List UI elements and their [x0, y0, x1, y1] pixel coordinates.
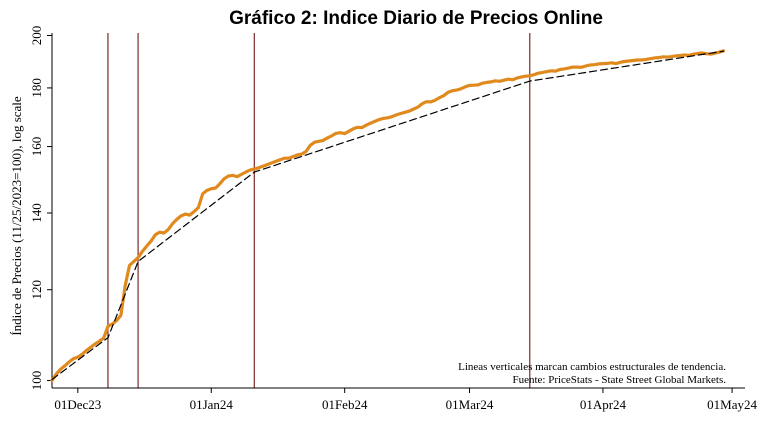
y-axis-label: Índice de Precios (11/25/2023=100), log … [9, 96, 24, 336]
y-tick-label-160: 160 [29, 137, 44, 157]
y-tick-label-140: 140 [29, 203, 44, 223]
y-tick-label-180: 180 [29, 78, 44, 98]
y-tick-label-200: 200 [29, 26, 44, 46]
annotation-source: Fuente: PriceStats - State Street Global… [512, 374, 726, 386]
price-index-line [50, 49, 726, 383]
annotation-vertical-lines: Lineas verticales marcan cambios estruct… [458, 361, 726, 373]
chart-title: Gráfico 2: Indice Diario de Precios Onli… [229, 8, 603, 29]
y-ticks: 100 120 140 160 180 200 [29, 26, 52, 390]
x-tick-label-01Feb24: 01Feb24 [322, 397, 368, 412]
y-tick-label-100: 100 [29, 371, 44, 391]
x-ticks: 01Dec23 01Jan24 01Feb24 01Mar24 01Apr24 01May… [54, 388, 757, 412]
x-tick-label-01Dec23: 01Dec23 [54, 397, 101, 412]
x-tick-label-01Jan24: 01Jan24 [190, 397, 234, 412]
series-group [50, 49, 726, 383]
trend-line-dashed [51, 50, 725, 381]
x-tick-label-01Mar24: 01Mar24 [446, 397, 494, 412]
x-tick-label-01Apr24: 01Apr24 [580, 397, 627, 412]
y-tick-label-120: 120 [29, 280, 44, 300]
x-tick-label-01May24: 01May24 [707, 397, 757, 412]
